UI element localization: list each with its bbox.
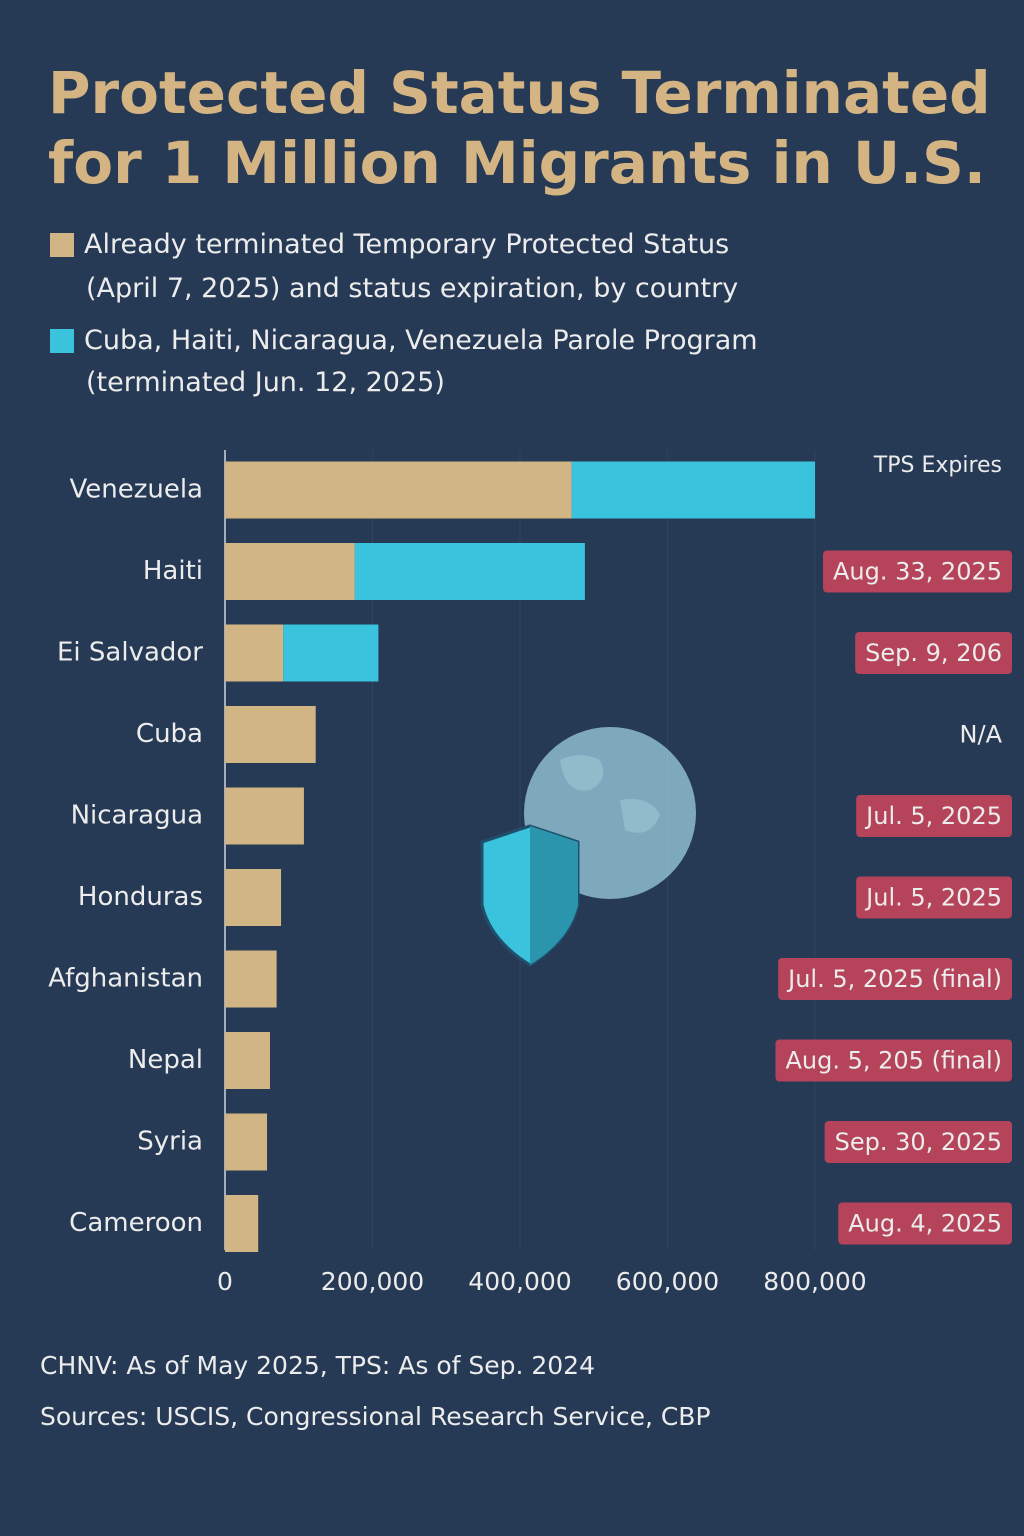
bar xyxy=(354,543,585,600)
expiry-badge: Aug. 4, 2025 xyxy=(838,1202,1012,1245)
x-tick-label: 0 xyxy=(217,1267,233,1296)
badge-background xyxy=(838,1202,1012,1245)
y-tick-label: Cameroon xyxy=(69,1208,203,1238)
x-tick-label: 600,000 xyxy=(616,1267,719,1296)
y-tick-label: Cuba xyxy=(136,719,203,749)
y-tick-label: Syria xyxy=(137,1127,203,1157)
expiry-label: Jul. 5, 2025 xyxy=(864,884,1002,912)
expiry-badge: Jul. 5, 2025 (final) xyxy=(778,958,1012,1000)
footnote: Sources: USCIS, Congressional Research S… xyxy=(40,1402,711,1431)
badge-background xyxy=(855,632,1012,674)
expiry-badge: Aug. 5, 205 (final) xyxy=(775,1039,1012,1082)
bar xyxy=(225,787,304,845)
y-tick-label: Honduras xyxy=(78,882,203,912)
bar xyxy=(225,869,282,926)
legend-label: Cuba, Haiti, Nicaragua, Venezuela Parole… xyxy=(84,325,758,398)
y-tick-label: Nepal xyxy=(128,1045,203,1075)
column-header: TPS Expires xyxy=(873,453,1002,478)
bar xyxy=(225,950,277,1008)
expiry-badge: N/A xyxy=(960,721,1003,749)
decoration xyxy=(480,727,696,967)
bar xyxy=(225,1195,259,1252)
badge-background xyxy=(824,1121,1012,1163)
chart-title: Protected Status Terminated for 1 Million… xyxy=(48,59,991,197)
bar xyxy=(225,1032,270,1089)
expiry-label: Aug. 4, 2025 xyxy=(848,1210,1002,1238)
expiry-badge: Jul. 5, 2025 xyxy=(856,876,1012,919)
bar xyxy=(225,1113,268,1171)
expiry-badge: Sep. 9, 206 xyxy=(855,632,1012,674)
badge-background xyxy=(778,958,1012,1000)
badge-background xyxy=(856,876,1012,919)
y-tick-label: Haiti xyxy=(143,556,203,586)
x-tick-label: 400,000 xyxy=(468,1267,571,1296)
bar xyxy=(225,543,355,600)
bar xyxy=(283,624,379,682)
expiry-label: Sep. 30, 2025 xyxy=(835,1128,1002,1156)
bar xyxy=(225,706,316,763)
y-tick-label: Venezuela xyxy=(69,475,203,505)
footnote: CHNV: As of May 2025, TPS: As of Sep. 20… xyxy=(40,1351,595,1380)
expiry-label: N/A xyxy=(960,721,1003,749)
expiry-label: Aug. 33, 2025 xyxy=(833,558,1002,586)
expiry-badge: Aug. 33, 2025 xyxy=(823,550,1012,593)
y-tick-label: Nicaragua xyxy=(71,801,203,831)
legend-swatch xyxy=(50,233,74,257)
legend-label: Already terminated Temporary Protected S… xyxy=(84,229,738,304)
expiry-badge: Jul. 5, 2025 xyxy=(856,795,1012,837)
badge-background xyxy=(823,550,1012,593)
legend-swatch xyxy=(50,329,74,353)
bar xyxy=(225,624,284,682)
x-tick-label: 200,000 xyxy=(321,1267,424,1296)
y-tick-label: Ei Salvador xyxy=(57,638,203,668)
badge-background xyxy=(775,1039,1012,1082)
bar xyxy=(225,461,572,519)
expiry-label: Jul. 5, 2025 (final) xyxy=(786,965,1002,993)
y-tick-label: Afghanistan xyxy=(48,964,203,994)
expiry-label: Jul. 5, 2025 xyxy=(864,802,1002,830)
expiry-label: Sep. 9, 206 xyxy=(865,639,1002,667)
expiry-badge: Sep. 30, 2025 xyxy=(824,1121,1012,1163)
expiry-label: Aug. 5, 205 (final) xyxy=(785,1047,1002,1075)
bar xyxy=(571,461,815,519)
x-tick-label: 800,000 xyxy=(763,1267,866,1296)
badge-background xyxy=(856,795,1012,837)
